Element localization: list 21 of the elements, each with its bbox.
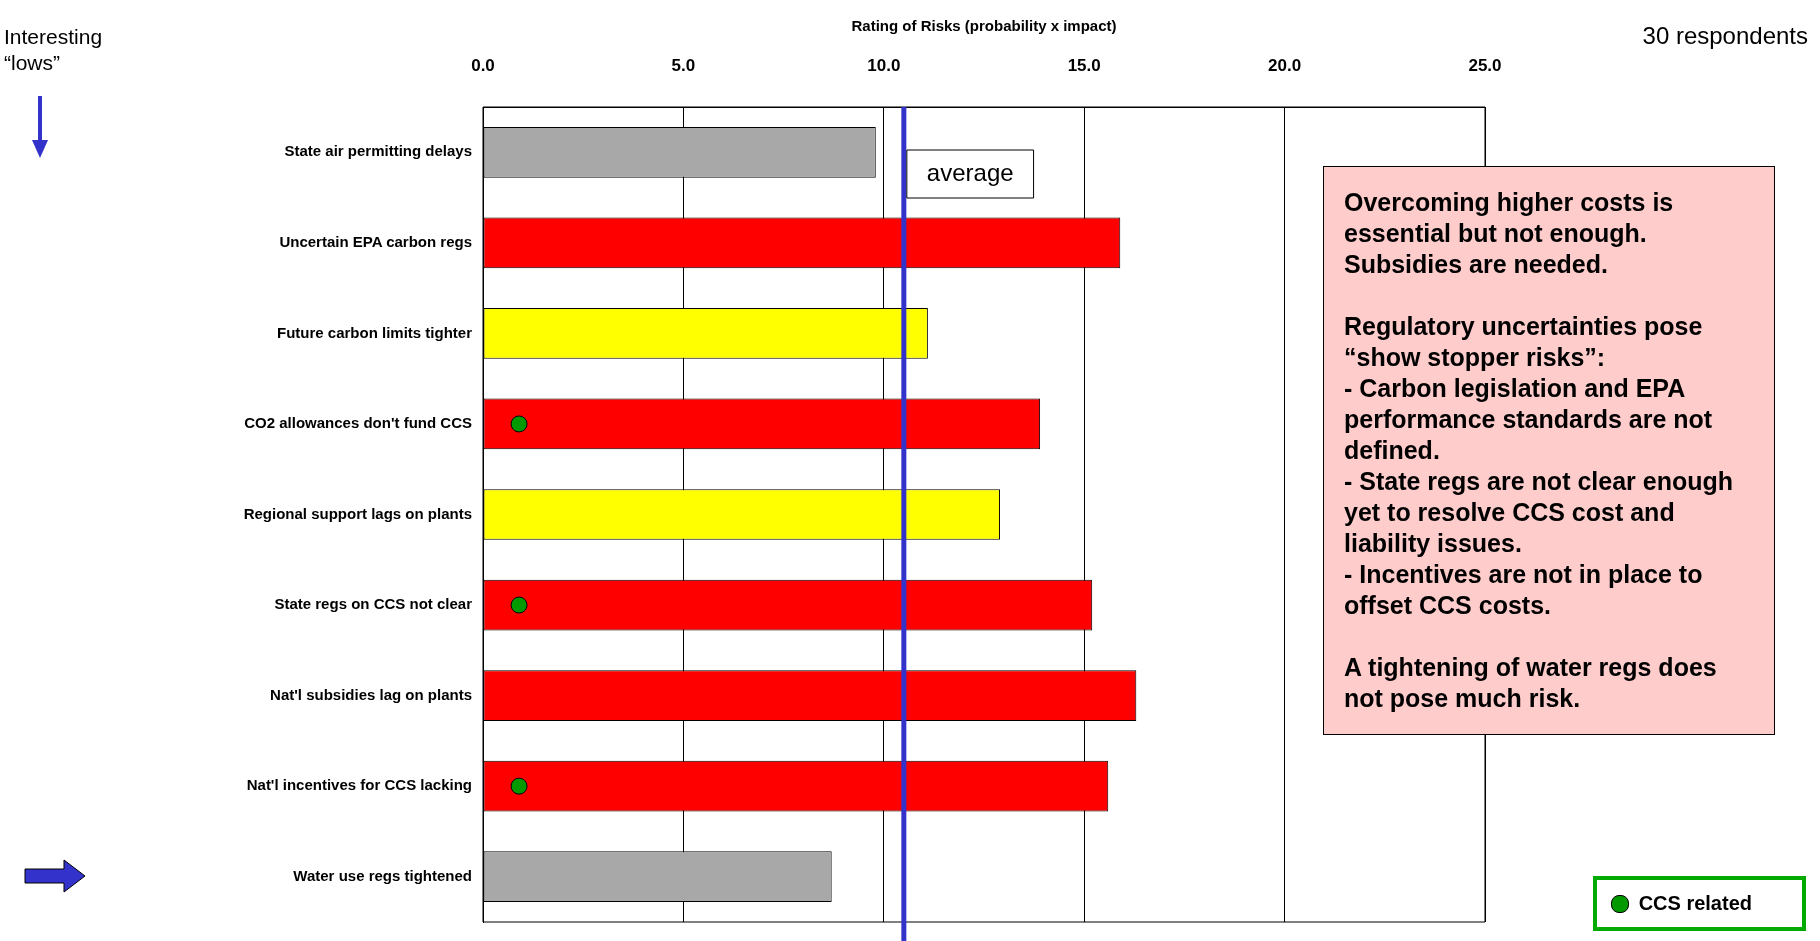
x-axis-title: Rating of Risks (probability x impact) (851, 17, 1117, 35)
text: Interesting “lows” (4, 24, 104, 76)
text: Overcoming higher costs is essential but not enough. Subsidies are needed. Regulatory uncertainties pose “show stopper risks”: - Carbon legislation and EPA performance standards are not defined. - State regs are not clear enough yet to resolve CCS cost and liability issues. - Incentives are not in place to offset CCS costs. A tightening of water regs does not pose much risk. (1344, 188, 1733, 712)
x-tick-label: 20.0 (1268, 56, 1302, 76)
legend-label: CCS related (1638, 892, 1752, 915)
text: 30 respondents (1642, 22, 1808, 50)
x-tick-label: 5.0 (671, 56, 696, 76)
y-tick-label: Future carbon limits tighter (276, 323, 473, 341)
x-tick-label: 0.0 (471, 56, 495, 76)
y-tick-label: Regional support lags on plants (243, 504, 472, 522)
x-tick-label: 25.0 (1468, 56, 1502, 76)
y-tick-label: State air permitting delays (284, 142, 472, 160)
y-tick-label: CO2 allowances don't fund CCS (244, 414, 472, 432)
y-tick-label: Nat'l incentives for CCS lacking (246, 776, 472, 794)
x-tick-label: 15.0 (1067, 56, 1101, 76)
y-tick-label: Water use regs tightened (293, 866, 472, 884)
y-tick-label: Nat'l subsidies lag on plants (270, 685, 472, 703)
y-tick-label: Uncertain EPA carbon regs (279, 232, 472, 250)
y-tick-label: State regs on CCS not clear (274, 595, 473, 613)
x-tick-label: 10.0 (867, 56, 901, 76)
ref-line-label: average (926, 158, 1014, 186)
